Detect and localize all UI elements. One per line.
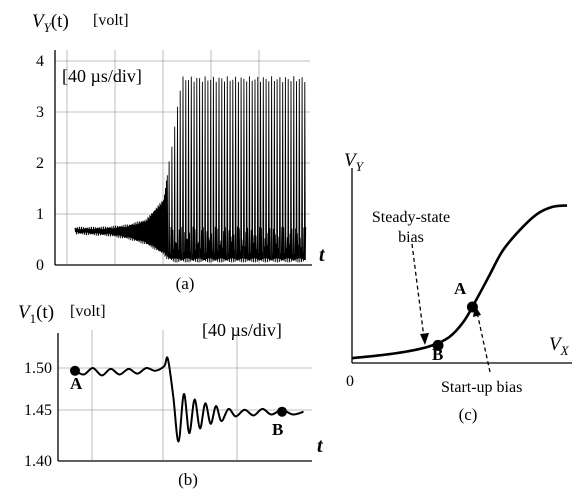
panel-b-ylabel: V1(t)	[18, 302, 54, 326]
panel-c-steady-state-label: Steady-state	[372, 209, 450, 226]
panel-c-ylabel: VY	[344, 150, 365, 174]
panel-c-transfer-curve	[351, 204, 568, 360]
panel-c: A B Steady-state bias Start-up bias VY V…	[344, 150, 572, 424]
panel-c-xlabel: VX	[549, 334, 570, 358]
panel-a-timescale: [40 µs/div]	[62, 66, 142, 86]
panel-c-point-a-label: A	[454, 279, 467, 298]
panel-a-ylabel-main: V	[32, 11, 46, 32]
panel-a-yticks: 0 1 2 3 4	[36, 53, 44, 274]
panel-a-caption: (a)	[176, 274, 195, 293]
panel-a-waveform	[74, 76, 307, 263]
panel-c-steady-state-label-line2: bias	[398, 229, 424, 246]
panel-b: A B 1.40 1.45 1.50 V1(t) [volt] [40 µs/d…	[18, 302, 324, 489]
panel-b-ylabel-arg: (t)	[36, 302, 54, 323]
panel-c-caption: (c)	[459, 405, 478, 424]
panel-b-ylabel-sub: 1	[30, 311, 37, 326]
panel-a-ylabel-unit: [volt]	[93, 12, 129, 29]
panel-b-yticks: 1.40 1.45 1.50	[24, 360, 52, 470]
panel-a: 0 1 2 3 4 VY(t) [volt] [40 µs/div] t (a)	[32, 11, 326, 293]
panel-a-ylabel: VY(t)	[32, 11, 69, 35]
panel-b-ylabel-main: V	[18, 302, 32, 323]
panel-b-waveform	[74, 356, 304, 443]
panel-c-point-b-label: B	[432, 345, 443, 364]
panel-b-point-b	[277, 406, 288, 417]
panel-c-steady-state-arrowhead	[420, 333, 429, 345]
panel-b-point-b-label: B	[272, 420, 283, 439]
panel-a-ylabel-arg: (t)	[51, 11, 69, 32]
panel-c-steady-state-arrow-line	[411, 243, 425, 339]
panel-a-ytick-label: 3	[36, 104, 44, 121]
panel-c-ylabel-main: V	[344, 150, 358, 171]
panel-a-ytick-label: 4	[36, 53, 44, 70]
panel-b-point-a-label: A	[70, 374, 83, 393]
panel-b-caption: (b)	[178, 470, 198, 489]
panel-c-origin-label: 0	[346, 373, 354, 390]
panel-b-ytick-label: 1.50	[24, 360, 52, 377]
panel-c-start-up-label: Start-up bias	[441, 379, 522, 396]
panel-c-xlabel-sub: X	[560, 343, 570, 358]
panel-a-ytick-label: 2	[36, 155, 44, 172]
panel-c-point-b	[432, 339, 444, 351]
panel-a-ylabel-sub: Y	[44, 20, 53, 35]
panel-b-point-a	[70, 365, 80, 376]
panel-c-start-up-arrowhead	[473, 305, 481, 317]
panel-b-ylabel-unit: [volt]	[70, 303, 106, 320]
panel-a-xlabel: t	[319, 244, 326, 266]
panel-a-ytick-label: 0	[36, 257, 44, 274]
panel-b-ytick-label: 1.40	[24, 453, 52, 470]
panel-c-start-up-arrow-line	[476, 311, 491, 373]
panel-b-timescale: [40 µs/div]	[202, 320, 282, 340]
panel-c-ylabel-sub: Y	[356, 159, 365, 174]
panel-c-xlabel-main: V	[549, 334, 563, 355]
panel-b-gridlines	[58, 330, 312, 460]
panel-b-xlabel: t	[317, 435, 324, 457]
panel-a-ytick-label: 1	[36, 206, 44, 223]
panel-b-ytick-label: 1.45	[24, 402, 52, 419]
